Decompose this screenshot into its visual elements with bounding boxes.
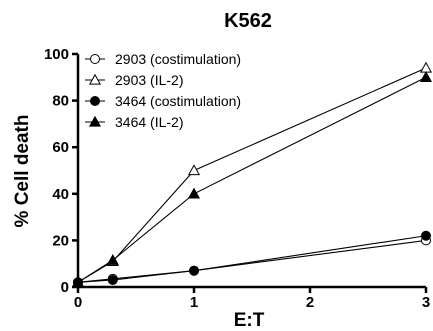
legend-label: 2903 (IL-2) (115, 72, 183, 88)
data-point (107, 275, 118, 286)
y-tick-label: 0 (61, 279, 69, 296)
legend-marker (90, 54, 100, 64)
legend-item: 3464 (IL-2) (85, 114, 183, 130)
y-axis-title: % Cell death (12, 115, 33, 228)
series-line (77, 239, 427, 283)
data-point (189, 265, 199, 276)
x-tick-label: 3 (422, 294, 430, 311)
legend-label: 3464 (costimulation) (115, 93, 241, 109)
series-layer (71, 61, 433, 288)
legend-marker (88, 115, 102, 127)
chart-title: K562 (224, 10, 272, 32)
legend-item: 2903 (costimulation) (85, 51, 241, 67)
data-point (187, 187, 201, 199)
x-tick-label: 2 (306, 294, 314, 311)
y-tick-label: 80 (52, 93, 69, 110)
data-point (106, 253, 119, 265)
y-tick-label: 100 (44, 46, 69, 63)
y-tick-label: 60 (52, 139, 69, 156)
data-point (421, 230, 431, 241)
axes: 0 20 40 60 80 100 0 1 2 3 (44, 46, 430, 311)
legend: 2903 (costimulation) 2903 (IL-2) 3464 (cos… (85, 51, 241, 130)
legend-item: 2903 (IL-2) (85, 72, 183, 88)
series-line (77, 76, 427, 283)
legend-label: 2903 (costimulation) (115, 51, 241, 67)
data-point (419, 61, 433, 73)
series-line (77, 235, 427, 283)
data-point (419, 71, 433, 82)
data-point (187, 164, 201, 176)
x-tick-label: 1 (190, 294, 198, 311)
series-2 (73, 230, 431, 288)
legend-marker (90, 96, 100, 106)
legend-marker (88, 73, 102, 85)
x-axis-title: E:T (234, 310, 265, 331)
x-tick-label: 0 (74, 294, 82, 311)
data-point (71, 276, 85, 287)
legend-label: 3464 (IL-2) (115, 114, 183, 130)
series-3 (71, 71, 433, 287)
y-tick-label: 20 (52, 232, 69, 249)
legend-item: 3464 (costimulation) (85, 93, 241, 109)
y-tick-label: 40 (52, 186, 69, 203)
